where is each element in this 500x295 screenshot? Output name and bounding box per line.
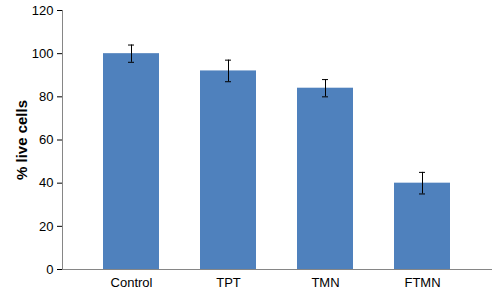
svg-text:20: 20 [39, 218, 53, 233]
svg-text:Control: Control [111, 275, 153, 290]
svg-text:0: 0 [46, 262, 53, 277]
svg-text:TMN: TMN [311, 275, 339, 290]
svg-text:60: 60 [39, 132, 53, 147]
svg-text:80: 80 [39, 89, 53, 104]
svg-text:TPT: TPT [216, 275, 241, 290]
svg-text:100: 100 [32, 46, 54, 61]
svg-text:120: 120 [32, 3, 54, 18]
svg-text:FTMN: FTMN [404, 275, 440, 290]
svg-text:% live cells: % live cells [13, 100, 30, 180]
svg-text:40: 40 [39, 175, 53, 190]
